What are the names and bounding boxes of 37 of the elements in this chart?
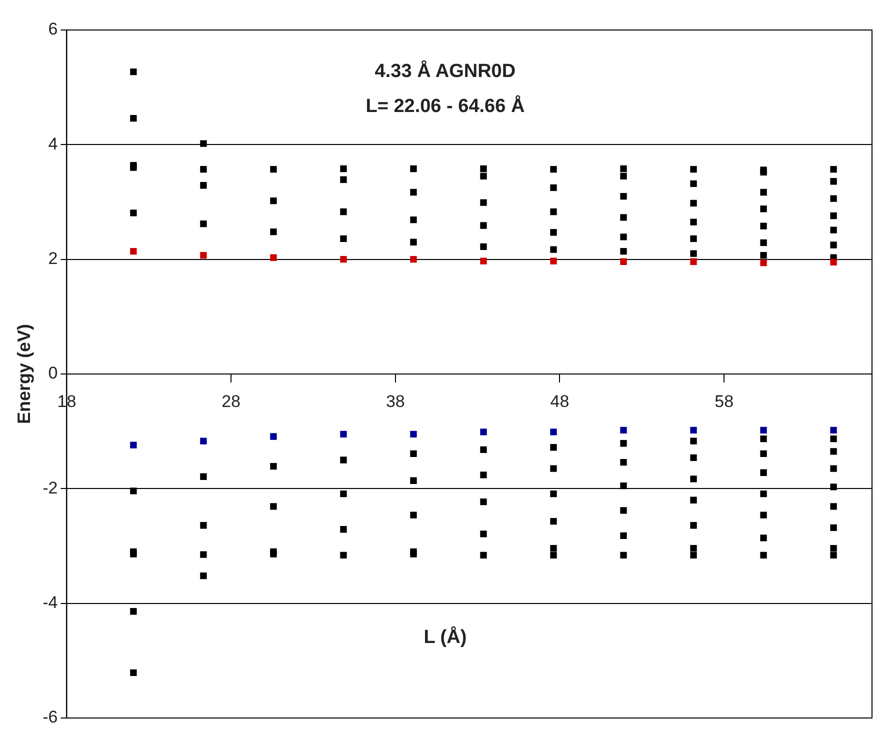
point xyxy=(270,433,277,440)
point xyxy=(270,254,277,261)
y-tick-label: -4 xyxy=(42,593,58,612)
point xyxy=(480,258,487,264)
text: L= 22.06 - 64.66 Å xyxy=(366,95,525,118)
point xyxy=(690,258,697,265)
y-tick-label: 4 xyxy=(48,134,58,154)
y-tick-label: 6 xyxy=(48,20,58,39)
point xyxy=(830,426,837,434)
x-tick-label: 58 xyxy=(714,392,734,411)
point xyxy=(690,426,697,434)
point xyxy=(830,258,837,266)
point xyxy=(130,248,137,255)
point xyxy=(760,259,767,266)
point xyxy=(480,428,487,436)
y-tick-label: 0 xyxy=(48,364,58,383)
point xyxy=(760,426,767,434)
x-axis-title: L (Å) xyxy=(424,626,467,648)
text: 4.33 Å AGNR0D xyxy=(374,60,516,82)
y-tick-label: -2 xyxy=(42,478,58,498)
point xyxy=(200,252,207,259)
x-tick-label: 38 xyxy=(386,392,405,411)
point xyxy=(340,256,347,263)
y-axis-title: Energy (eV) xyxy=(14,324,34,424)
point xyxy=(550,258,557,264)
point xyxy=(550,428,557,436)
point xyxy=(620,258,627,265)
y-tick-label: 2 xyxy=(48,249,58,268)
point xyxy=(410,256,417,263)
point xyxy=(410,430,417,438)
point xyxy=(340,430,347,438)
y-tick-label: -6 xyxy=(42,708,58,727)
x-tick-label: 48 xyxy=(550,392,570,411)
x-tick-label: 28 xyxy=(222,392,241,411)
point xyxy=(620,426,627,434)
point xyxy=(130,442,137,448)
point xyxy=(200,438,207,444)
